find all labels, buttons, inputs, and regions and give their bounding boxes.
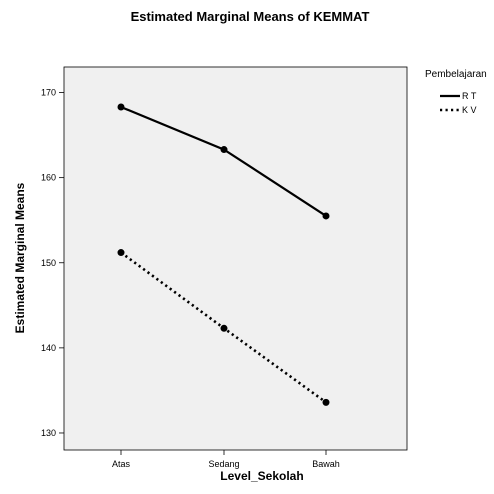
series-layer [117, 103, 330, 406]
series-1-point [220, 146, 228, 154]
series-2-point [220, 324, 228, 332]
x-axis-label: Level_Sekolah [220, 469, 303, 483]
x-tick-label: Bawah [312, 459, 340, 469]
series-1-point [322, 212, 330, 220]
legend-title: Pembelajaran [425, 69, 487, 80]
y-tick-label: 160 [41, 173, 56, 183]
chart-title: Estimated Marginal Means of KEMMAT [131, 9, 370, 24]
y-tick-label: 130 [41, 428, 56, 438]
y-tick-label: 150 [41, 258, 56, 268]
x-tick-label: Atas [112, 459, 131, 469]
series-2-point [322, 398, 330, 406]
legend-label-1: R T [462, 91, 477, 101]
x-tick-label: Sedang [208, 459, 239, 469]
series-1-point [117, 103, 125, 111]
y-tick-label: 170 [41, 88, 56, 98]
plot-area [63, 66, 408, 451]
legend-label-2: K V [462, 105, 477, 115]
y-tick-label: 140 [41, 343, 56, 353]
series-2-point [117, 249, 125, 257]
x-axis: Atas Sedang Bawah [112, 450, 340, 469]
y-axis: 130 140 150 160 170 [41, 88, 64, 438]
y-axis-label: Estimated Marginal Means [13, 182, 27, 333]
legend: Pembelajaran R T K V [425, 69, 487, 115]
